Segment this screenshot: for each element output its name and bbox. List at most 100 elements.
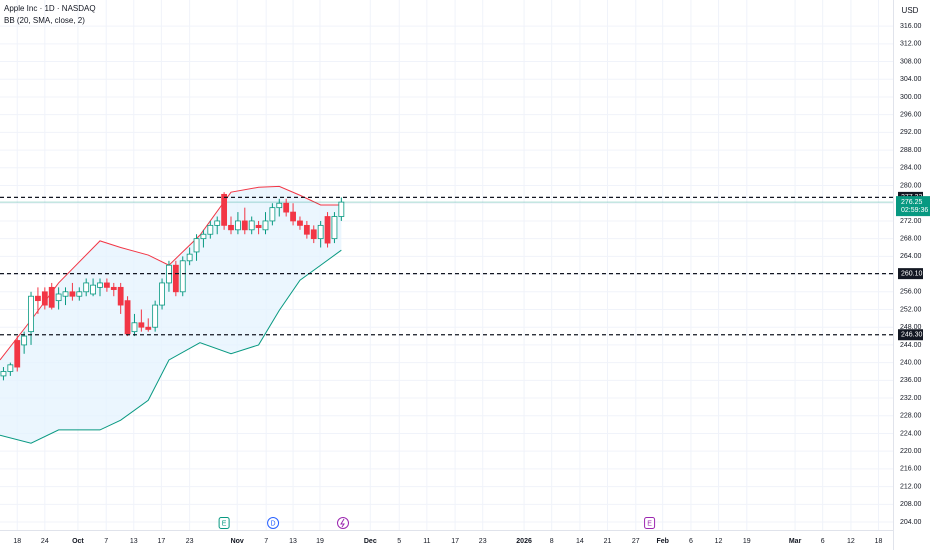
event-marker[interactable]: E	[644, 517, 656, 529]
y-tick-label: 316.00	[900, 23, 922, 30]
candle-body	[179, 260, 186, 293]
candle-body	[262, 220, 269, 231]
candle-body	[7, 364, 14, 372]
y-tick-label: 296.00	[900, 112, 922, 119]
event-marker[interactable]: E	[218, 517, 230, 529]
event-icon	[267, 517, 280, 529]
event-icon	[218, 517, 230, 529]
x-tick-label: 17	[451, 538, 459, 545]
candle-body	[317, 224, 324, 240]
lower-band	[0, 249, 342, 444]
y-tick-label: 288.00	[900, 147, 922, 154]
candle-body	[35, 295, 41, 302]
y-tick-label: 236.00	[900, 377, 922, 384]
level-label: 260.10	[901, 270, 923, 277]
y-tick-label: 304.00	[900, 76, 922, 83]
candle-body	[200, 233, 207, 240]
x-tick-label: Oct	[72, 538, 84, 545]
candle-body	[83, 282, 90, 293]
y-tick-label: 308.00	[900, 58, 922, 65]
candle-body	[303, 224, 310, 235]
candle-body	[152, 304, 159, 328]
y-tick-label: 268.00	[900, 235, 922, 242]
candle-body	[62, 291, 69, 297]
level-label: 246.30	[901, 332, 923, 339]
x-tick-label: 12	[715, 538, 723, 545]
y-tick-label: 252.00	[900, 306, 922, 313]
x-tick-label: 23	[186, 538, 194, 545]
y-tick-label: 256.00	[900, 289, 922, 296]
countdown: 02:59:36	[901, 207, 928, 214]
candle-body	[276, 202, 283, 209]
split-icon[interactable]	[337, 517, 349, 529]
candle-body	[297, 220, 303, 226]
candle-body	[14, 340, 21, 368]
split-icon-circle	[337, 517, 349, 529]
last-price-label: 276.25	[901, 199, 923, 206]
candle-body	[331, 216, 338, 240]
x-tick-label: 27	[632, 538, 640, 545]
y-tick-label: 284.00	[900, 165, 922, 172]
y-tick-label: 204.00	[900, 519, 922, 526]
plot	[0, 185, 893, 444]
candle-body	[145, 326, 152, 330]
x-tick-label: Nov	[231, 538, 244, 545]
x-tick-label: 8	[550, 538, 554, 545]
y-tick-label: 292.00	[900, 129, 922, 136]
x-tick-label: 2026	[516, 538, 532, 545]
x-tick-label: 6	[689, 538, 693, 545]
x-tick-label: 12	[847, 538, 855, 545]
candle-body	[193, 238, 200, 253]
candle-body	[69, 291, 76, 297]
candle-body	[124, 300, 131, 335]
currency: USD	[902, 6, 919, 15]
candle-body	[269, 207, 276, 222]
x-tick-label: 13	[130, 538, 138, 545]
candle-body	[117, 286, 124, 306]
candle-body	[290, 211, 296, 222]
x-tick-label: Feb	[656, 538, 668, 545]
level-tag	[898, 329, 923, 341]
x-tick-label: 7	[104, 538, 108, 545]
chart-title: Apple Inc · 1D · NASDAQ	[4, 4, 96, 13]
y-tick-label: 312.00	[900, 41, 922, 48]
candle-body	[159, 282, 165, 306]
y-tick-label: 300.00	[900, 94, 922, 101]
indicator-label: BB (20, SMA, close, 2)	[4, 16, 85, 25]
y-tick-label: 228.00	[900, 413, 922, 420]
candle-body	[28, 295, 34, 333]
x-tick-label: 7	[264, 538, 268, 545]
y-tick-label: 212.00	[900, 483, 922, 490]
y-tick-label: 216.00	[900, 466, 922, 473]
candle-body	[0, 371, 7, 377]
event-label: E	[647, 520, 652, 527]
x-tick-label: 5	[397, 538, 401, 545]
candle-body	[97, 282, 103, 288]
event-marker[interactable]: D	[267, 517, 280, 529]
candle-body	[21, 335, 28, 346]
candle-body	[186, 253, 193, 262]
x-tick-label: 23	[479, 538, 487, 545]
candle-body	[207, 224, 214, 235]
candle-body	[235, 220, 241, 231]
candle-body	[324, 216, 331, 244]
y-tick-label: 272.00	[900, 218, 922, 225]
candle-body	[338, 201, 345, 217]
x-tick-label: 18	[13, 538, 21, 545]
y-tick-label: 208.00	[900, 501, 922, 508]
y-tick-label: 248.00	[900, 324, 922, 331]
band-fill	[0, 186, 342, 444]
candle-body	[283, 202, 290, 213]
candle-body	[48, 286, 55, 308]
y-tick-label: 264.00	[900, 253, 922, 260]
y-tick-label: 224.00	[900, 430, 922, 437]
candle-body	[41, 291, 48, 306]
x-tick-label: 19	[743, 538, 751, 545]
event-icon	[644, 517, 656, 529]
x-tick-label: Mar	[789, 538, 802, 545]
candle-body	[228, 224, 234, 231]
y-tick-label: 220.00	[900, 448, 922, 455]
x-tick-label: 13	[289, 538, 297, 545]
y-tick-label: 244.00	[900, 342, 922, 349]
